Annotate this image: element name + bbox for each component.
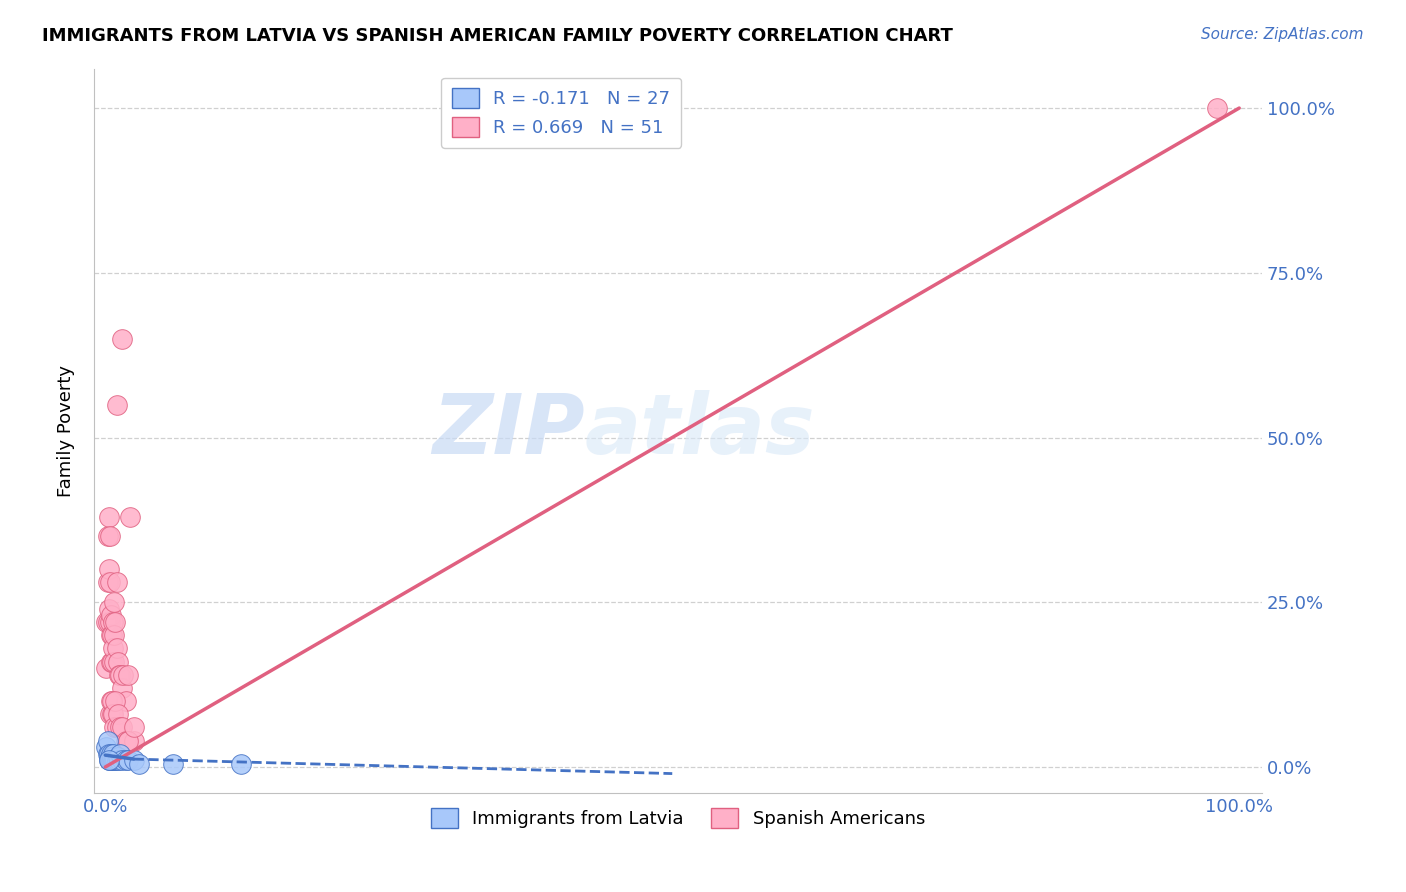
Point (117, 753, 139, 767)
Legend: Immigrants from Latvia, Spanish Americans: Immigrants from Latvia, Spanish American… (423, 801, 932, 835)
Point (108, 667, 131, 681)
Point (111, 721, 134, 735)
Point (103, 615, 125, 629)
Point (103, 747, 125, 761)
Point (103, 753, 125, 767)
Point (103, 753, 125, 767)
Point (96, 740, 118, 755)
Point (103, 707, 125, 722)
Point (112, 667, 135, 681)
Point (103, 628, 125, 642)
Point (114, 753, 136, 767)
Point (100, 608, 122, 623)
Text: atlas: atlas (585, 391, 815, 472)
Point (98, 750, 121, 764)
Point (101, 750, 124, 764)
Point (96, 733, 118, 747)
Point (162, 756, 184, 771)
Point (97, 747, 120, 761)
Point (107, 655, 129, 669)
Point (105, 753, 128, 767)
Point (122, 753, 145, 767)
Point (108, 747, 131, 761)
Point (97, 562, 120, 576)
Point (114, 694, 136, 708)
Point (103, 595, 125, 609)
Text: Source: ZipAtlas.com: Source: ZipAtlas.com (1201, 27, 1364, 42)
Point (111, 332, 134, 346)
Point (122, 721, 145, 735)
Point (103, 721, 125, 735)
Point (100, 747, 122, 761)
Point (104, 753, 127, 767)
Point (96, 529, 118, 543)
Point (101, 628, 124, 642)
Point (96, 747, 118, 761)
Text: ZIP: ZIP (432, 391, 585, 472)
Point (108, 753, 131, 767)
Point (98, 753, 121, 767)
Point (96, 615, 118, 629)
Point (98, 615, 121, 629)
Point (128, 756, 150, 771)
Point (100, 753, 122, 767)
Point (96, 575, 118, 590)
Point (117, 733, 139, 747)
Point (98, 529, 121, 543)
Point (108, 667, 131, 681)
Point (104, 615, 127, 629)
Point (105, 721, 128, 735)
Point (105, 398, 128, 412)
Point (107, 750, 129, 764)
Point (100, 628, 122, 642)
Point (117, 733, 139, 747)
Point (107, 707, 129, 722)
Point (111, 681, 134, 695)
Point (104, 694, 127, 708)
Y-axis label: Family Poverty: Family Poverty (58, 365, 75, 497)
Point (122, 733, 145, 747)
Point (96, 661, 118, 675)
Text: IMMIGRANTS FROM LATVIA VS SPANISH AMERICAN FAMILY POVERTY CORRELATION CHART: IMMIGRANTS FROM LATVIA VS SPANISH AMERIC… (42, 27, 953, 45)
Point (101, 753, 124, 767)
Point (117, 667, 139, 681)
Point (101, 694, 124, 708)
Point (103, 655, 125, 669)
Point (97, 753, 120, 767)
Point (97, 602, 120, 616)
Point (97, 509, 120, 524)
Point (120, 509, 142, 524)
Point (111, 753, 134, 767)
Point (97, 753, 120, 767)
Point (231, 756, 253, 771)
Point (114, 733, 136, 747)
Point (98, 707, 121, 722)
Point (1205, 101, 1227, 115)
Point (101, 655, 124, 669)
Point (96, 615, 118, 629)
Point (98, 575, 121, 590)
Point (105, 641, 128, 656)
Point (101, 707, 124, 722)
Point (103, 641, 125, 656)
Point (100, 694, 122, 708)
Point (108, 721, 131, 735)
Point (100, 655, 122, 669)
Point (105, 575, 128, 590)
